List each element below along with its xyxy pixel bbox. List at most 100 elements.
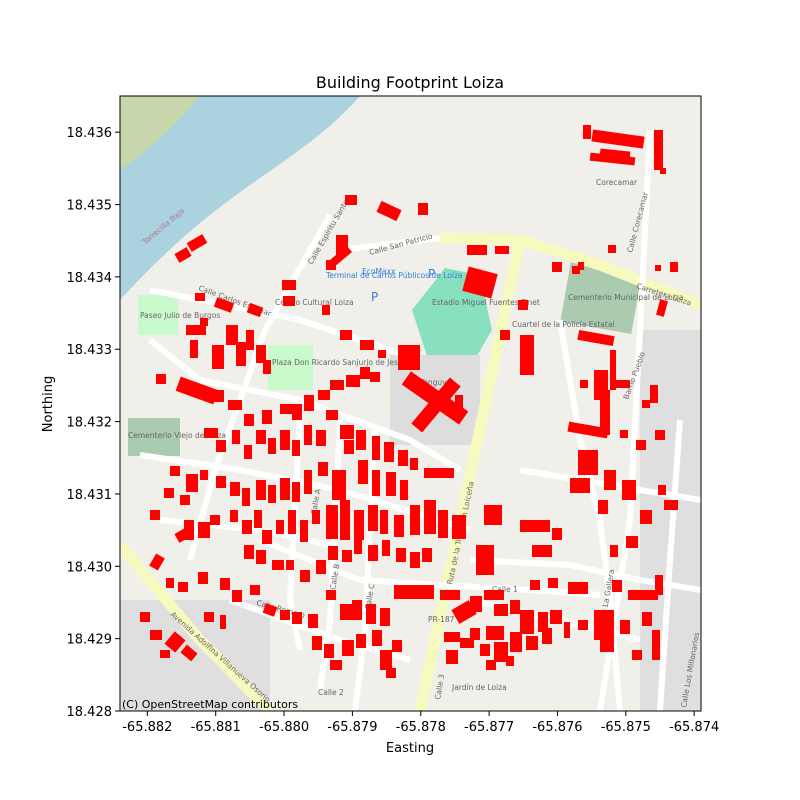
building-footprint	[604, 470, 616, 490]
building-footprint	[622, 480, 636, 500]
building-footprint	[354, 510, 364, 540]
y-tick-label: 18.428	[67, 705, 113, 720]
building-footprint	[484, 505, 502, 525]
building-footprint	[612, 580, 622, 592]
building-footprint	[204, 428, 218, 438]
label-cementerio-viejo: Cementerio Viejo de Loiza	[128, 431, 226, 440]
building-footprint	[156, 374, 166, 384]
building-footprint	[370, 372, 380, 382]
building-footprint	[610, 350, 616, 390]
building-footprint	[280, 430, 290, 450]
building-footprint	[356, 430, 366, 450]
building-footprint	[550, 610, 562, 624]
label-centro-cultural: Centro Cultural Loiza	[275, 298, 354, 307]
building-footprint	[578, 450, 598, 475]
building-footprint	[318, 390, 330, 400]
building-footprint	[340, 425, 354, 439]
building-footprint	[272, 560, 284, 570]
building-footprint	[526, 636, 538, 650]
y-tick-label: 18.432	[67, 416, 113, 431]
y-tick-label: 18.434	[67, 271, 113, 286]
building-footprint	[552, 528, 562, 540]
building-footprint	[342, 550, 352, 562]
building-footprint	[394, 585, 434, 599]
plot-frame	[119, 95, 702, 712]
building-footprint	[462, 266, 498, 299]
building-footprint	[438, 510, 448, 538]
y-tick-label: 18.436	[67, 126, 113, 141]
building-footprint	[542, 628, 552, 644]
building-footprint	[326, 505, 338, 539]
building-footprint	[186, 234, 208, 252]
cemetery-area	[560, 262, 642, 334]
y-tick-label: 18.433	[67, 343, 113, 358]
building-footprint	[360, 340, 374, 350]
building-footprint	[654, 130, 663, 170]
building-footprint	[332, 470, 346, 500]
building-footprint	[246, 330, 254, 350]
label-calle-1: Calle 1	[492, 585, 518, 594]
building-footprint	[572, 266, 580, 274]
building-footprint	[610, 545, 618, 557]
building-footprint	[470, 596, 482, 612]
label-cuartel: Cuartel de la Policía Estatal	[512, 320, 615, 329]
building-footprint	[232, 590, 242, 602]
building-footprint	[326, 410, 338, 420]
building-footprint	[410, 552, 420, 568]
building-footprint	[184, 520, 194, 540]
building-footprint	[538, 612, 548, 632]
building-footprint	[372, 630, 382, 646]
building-footprint	[636, 440, 646, 450]
building-footprint	[368, 545, 378, 561]
building-footprint	[548, 578, 558, 588]
x-tick-label: -65.880	[259, 720, 309, 735]
x-tick-label: -65.876	[532, 720, 582, 735]
building-footprint	[200, 470, 208, 480]
building-footprint	[626, 536, 638, 548]
building-footprint	[386, 668, 396, 678]
building-footprint	[642, 612, 652, 626]
building-footprint	[263, 360, 271, 374]
building-footprint	[340, 604, 352, 620]
building-footprint	[368, 505, 378, 531]
building-footprint	[578, 620, 588, 630]
building-footprint	[292, 612, 302, 624]
label-calle-c: Calle C	[363, 583, 376, 610]
building-footprint	[204, 612, 214, 622]
building-footprint	[658, 485, 666, 495]
y-axis-label: Northing	[41, 376, 56, 432]
building-footprint	[280, 404, 294, 414]
road-carretera-loiza	[439, 232, 701, 311]
building-footprint	[552, 262, 562, 272]
building-footprint	[386, 472, 396, 496]
building-footprint	[316, 430, 326, 446]
building-footprint	[476, 545, 494, 575]
parking-icon: P	[371, 290, 378, 304]
label-calle-2: Calle 2	[318, 688, 344, 697]
building-footprint	[580, 380, 588, 388]
building-footprint	[304, 470, 312, 494]
building-footprint	[256, 550, 266, 564]
building-footprint	[178, 582, 188, 592]
building-footprint	[378, 350, 386, 358]
building-footprint	[164, 488, 174, 498]
parking-icon: P	[428, 267, 435, 281]
building-footprint	[210, 515, 220, 525]
building-footprint	[583, 125, 591, 139]
building-footprint	[372, 436, 380, 460]
building-footprint	[612, 380, 630, 388]
building-footprint	[500, 330, 510, 340]
building-footprint	[200, 318, 208, 326]
building-footprint	[564, 622, 570, 638]
x-axis: -65.882 -65.881 -65.880 -65.879 -65.878 -65.8…	[122, 711, 719, 735]
building-footprint	[410, 458, 418, 470]
building-footprint	[380, 510, 388, 534]
building-footprint	[340, 330, 352, 340]
label-cementerio-municipal: Cementerio Municipal de Loiza	[568, 293, 683, 302]
building-footprint	[166, 578, 174, 588]
building-footprint	[600, 390, 610, 435]
building-footprint	[410, 505, 420, 535]
building-footprint	[175, 376, 219, 405]
building-footprint	[280, 478, 290, 500]
building-footprint	[594, 610, 614, 640]
